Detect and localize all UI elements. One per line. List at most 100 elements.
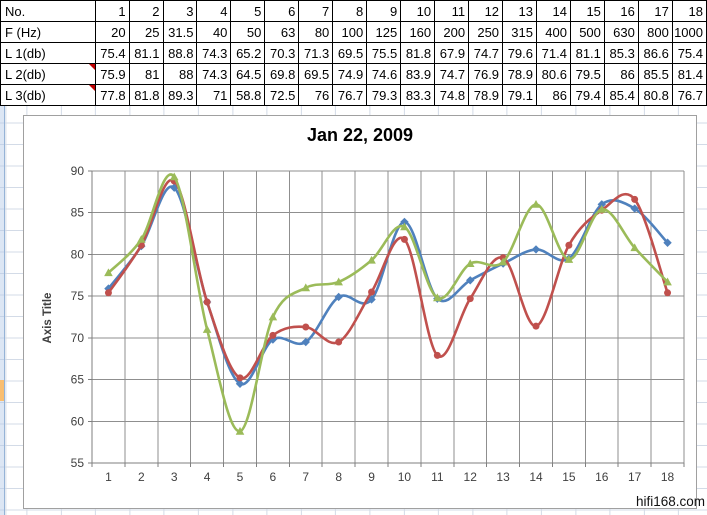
table-cell[interactable]: 50 bbox=[230, 21, 266, 43]
table-cell[interactable]: 400 bbox=[536, 21, 571, 43]
table-cell[interactable]: 69.5 bbox=[332, 42, 368, 64]
table-cell[interactable]: 1 bbox=[94, 0, 130, 22]
table-cell[interactable]: 125 bbox=[366, 21, 402, 43]
table-cell[interactable]: 20 bbox=[94, 21, 130, 43]
row-header-cell[interactable]: L 1(db) bbox=[0, 42, 96, 64]
table-cell[interactable]: 14 bbox=[536, 0, 571, 22]
table-cell[interactable]: 11 bbox=[434, 0, 470, 22]
table-cell[interactable]: 40 bbox=[196, 21, 232, 43]
table-cell[interactable]: 81.1 bbox=[569, 42, 605, 64]
table-cell[interactable]: 86 bbox=[603, 63, 639, 85]
table-cell[interactable]: 86 bbox=[536, 84, 571, 106]
table-cell[interactable]: 160 bbox=[400, 21, 436, 43]
table-cell[interactable]: 89.3 bbox=[162, 84, 198, 106]
table-cell[interactable]: 78.9 bbox=[502, 63, 537, 85]
row-header-cell[interactable]: F (Hz) bbox=[0, 21, 96, 43]
table-cell[interactable]: 74.7 bbox=[434, 63, 470, 85]
table-cell[interactable]: 75.5 bbox=[366, 42, 402, 64]
row-header-cell[interactable]: L 3(db) bbox=[0, 84, 96, 106]
table-cell[interactable]: 76 bbox=[298, 84, 334, 106]
table-cell[interactable]: 71 bbox=[196, 84, 232, 106]
table-cell[interactable]: 81 bbox=[128, 63, 164, 85]
highlighted-cell[interactable] bbox=[0, 380, 4, 401]
table-cell[interactable]: 100 bbox=[332, 21, 368, 43]
table-cell[interactable]: 80.6 bbox=[536, 63, 571, 85]
table-cell[interactable]: 69.8 bbox=[264, 63, 300, 85]
table-cell[interactable]: 85.5 bbox=[637, 63, 673, 85]
table-cell[interactable]: 4 bbox=[196, 0, 232, 22]
table-cell[interactable]: 250 bbox=[468, 21, 504, 43]
table-cell[interactable]: 3 bbox=[162, 0, 198, 22]
table-cell[interactable]: 81.1 bbox=[128, 42, 164, 64]
table-cell[interactable]: 79.3 bbox=[366, 84, 402, 106]
table-cell[interactable]: 630 bbox=[603, 21, 639, 43]
table-cell[interactable]: 80.8 bbox=[637, 84, 673, 106]
table-cell[interactable]: 8 bbox=[332, 0, 368, 22]
table-cell[interactable]: 76.9 bbox=[468, 63, 504, 85]
table-cell[interactable]: 74.8 bbox=[434, 84, 470, 106]
table-cell[interactable]: 15 bbox=[569, 0, 605, 22]
table-cell[interactable]: 63 bbox=[264, 21, 300, 43]
row-header-cell[interactable]: No. bbox=[0, 0, 96, 22]
table-cell[interactable]: 31.5 bbox=[162, 21, 198, 43]
table-cell[interactable]: 85.4 bbox=[603, 84, 639, 106]
table-cell[interactable]: 58.8 bbox=[230, 84, 266, 106]
series-l-3-db-[interactable] bbox=[104, 172, 672, 435]
table-cell[interactable]: 25 bbox=[128, 21, 164, 43]
table-cell[interactable]: 88 bbox=[162, 63, 198, 85]
table-cell[interactable]: 69.5 bbox=[298, 63, 334, 85]
table-cell[interactable]: 67.9 bbox=[434, 42, 470, 64]
table-cell[interactable]: 10 bbox=[400, 0, 436, 22]
table-cell[interactable]: 80 bbox=[298, 21, 334, 43]
table-cell[interactable]: 2 bbox=[128, 0, 164, 22]
table-cell[interactable]: 75.4 bbox=[671, 42, 707, 64]
table-cell[interactable]: 71.3 bbox=[298, 42, 334, 64]
table-cell[interactable]: 1000 bbox=[671, 21, 707, 43]
table-cell[interactable]: 5 bbox=[230, 0, 266, 22]
table-cell[interactable]: 75.4 bbox=[94, 42, 130, 64]
table-cell[interactable]: 78.9 bbox=[468, 84, 504, 106]
table-cell[interactable]: 85.3 bbox=[603, 42, 639, 64]
table-cell[interactable]: 70.3 bbox=[264, 42, 300, 64]
table-cell[interactable]: 74.3 bbox=[196, 42, 232, 64]
table-cell[interactable]: 79.1 bbox=[502, 84, 537, 106]
table-cell[interactable]: 76.7 bbox=[671, 84, 707, 106]
table-cell[interactable]: 81.8 bbox=[400, 42, 436, 64]
table-cell[interactable]: 79.5 bbox=[569, 63, 605, 85]
table-cell[interactable]: 71.4 bbox=[536, 42, 571, 64]
table-cell[interactable]: 17 bbox=[637, 0, 673, 22]
table-cell[interactable]: 74.7 bbox=[468, 42, 504, 64]
row-header-cell[interactable]: L 2(db) bbox=[0, 63, 96, 85]
table-cell[interactable]: 12 bbox=[468, 0, 504, 22]
table-cell[interactable]: 86.6 bbox=[637, 42, 673, 64]
table-cell[interactable]: 79.4 bbox=[569, 84, 605, 106]
table-cell[interactable]: 800 bbox=[637, 21, 673, 43]
svg-text:60: 60 bbox=[71, 414, 85, 428]
table-cell[interactable]: 74.6 bbox=[366, 63, 402, 85]
table-cell[interactable]: 65.2 bbox=[230, 42, 266, 64]
table-cell[interactable]: 13 bbox=[502, 0, 537, 22]
table-cell[interactable]: 75.9 bbox=[94, 63, 130, 85]
table-cell[interactable]: 315 bbox=[502, 21, 537, 43]
table-cell[interactable]: 6 bbox=[264, 0, 300, 22]
svg-text:6: 6 bbox=[270, 470, 277, 484]
table-cell[interactable]: 74.9 bbox=[332, 63, 368, 85]
table-cell[interactable]: 7 bbox=[298, 0, 334, 22]
table-cell[interactable]: 83.9 bbox=[400, 63, 436, 85]
table-cell[interactable]: 81.4 bbox=[671, 63, 707, 85]
table-cell[interactable]: 79.6 bbox=[502, 42, 537, 64]
table-cell[interactable]: 77.8 bbox=[94, 84, 130, 106]
table-cell[interactable]: 18 bbox=[671, 0, 707, 22]
table-cell[interactable]: 72.5 bbox=[264, 84, 300, 106]
table-cell[interactable]: 83.3 bbox=[400, 84, 436, 106]
table-cell[interactable]: 16 bbox=[603, 0, 639, 22]
table-cell[interactable]: 9 bbox=[366, 0, 402, 22]
table-cell[interactable]: 200 bbox=[434, 21, 470, 43]
table-cell[interactable]: 74.3 bbox=[196, 63, 232, 85]
table-cell[interactable]: 500 bbox=[569, 21, 605, 43]
table-cell[interactable]: 81.8 bbox=[128, 84, 164, 106]
table-cell[interactable]: 88.8 bbox=[162, 42, 198, 64]
chart[interactable]: Jan 22, 2009 Axis Title 55 60 65 70 75 80 85 90… bbox=[23, 115, 697, 509]
table-cell[interactable]: 76.7 bbox=[332, 84, 368, 106]
table-cell[interactable]: 64.5 bbox=[230, 63, 266, 85]
